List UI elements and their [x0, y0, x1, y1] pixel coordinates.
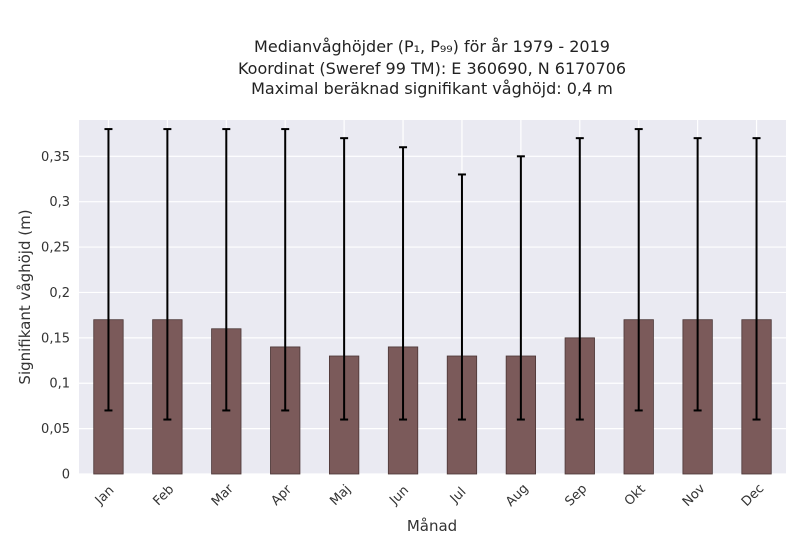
error-bar	[693, 137, 702, 412]
error-bar	[399, 146, 408, 421]
y-axis-label: Signifikant våghöjd (m)	[16, 209, 34, 384]
title-line-3: Maximal beräknad signifikant våghöjd: 0,…	[251, 79, 613, 98]
x-axis-label: Månad	[407, 517, 457, 535]
error-bar	[340, 137, 349, 421]
error-bar	[516, 155, 525, 421]
y-tick-label: 0,15	[41, 331, 70, 346]
y-tick-label: 0,3	[49, 195, 70, 210]
x-tick-label: Okt	[622, 482, 649, 509]
plot-area	[79, 120, 786, 474]
error-bar	[163, 128, 172, 421]
x-tick-label: Apr	[268, 482, 295, 509]
error-bar	[575, 137, 584, 421]
y-tick-label: 0,05	[41, 422, 70, 437]
x-tick-label: Jun	[386, 483, 412, 509]
error-bar	[281, 128, 290, 412]
x-tick-label: Dec	[739, 481, 767, 509]
y-tick-label: 0	[62, 468, 70, 483]
y-tick-label: 0,2	[49, 286, 70, 301]
y-tick-label: 0,35	[41, 150, 70, 165]
y-axis-ticks: 0 0,05 0,1 0,15 0,2 0,25 0,3 0,35	[41, 150, 70, 483]
error-bar	[457, 173, 466, 421]
error-bar	[222, 128, 231, 412]
chart-title: Medianvåghöjder (P₁, P₉₉) för år 1979 - …	[238, 37, 626, 98]
x-tick-label: Jan	[92, 483, 117, 508]
y-tick-label: 0,1	[49, 377, 70, 392]
error-bar	[104, 128, 113, 412]
x-tick-label: Sep	[562, 482, 590, 510]
y-tick-label: 0,25	[41, 241, 70, 256]
x-tick-label: Feb	[150, 482, 177, 509]
error-bar	[752, 137, 761, 421]
x-tick-label: Aug	[503, 481, 532, 510]
title-line-1: Medianvåghöjder (P₁, P₉₉) för år 1979 - …	[254, 37, 610, 56]
error-bars	[104, 128, 761, 421]
x-tick-label: Mar	[209, 481, 237, 509]
x-tick-label: Jul	[447, 485, 469, 507]
error-bar	[634, 128, 643, 412]
title-line-2: Koordinat (Sweref 99 TM): E 360690, N 61…	[238, 59, 626, 78]
x-tick-label: Nov	[680, 481, 709, 510]
x-axis-ticks: Jan Feb Mar Apr Maj Jun Jul Aug Sep Okt Nov Dec	[92, 481, 767, 510]
x-tick-label: Maj	[327, 482, 354, 509]
